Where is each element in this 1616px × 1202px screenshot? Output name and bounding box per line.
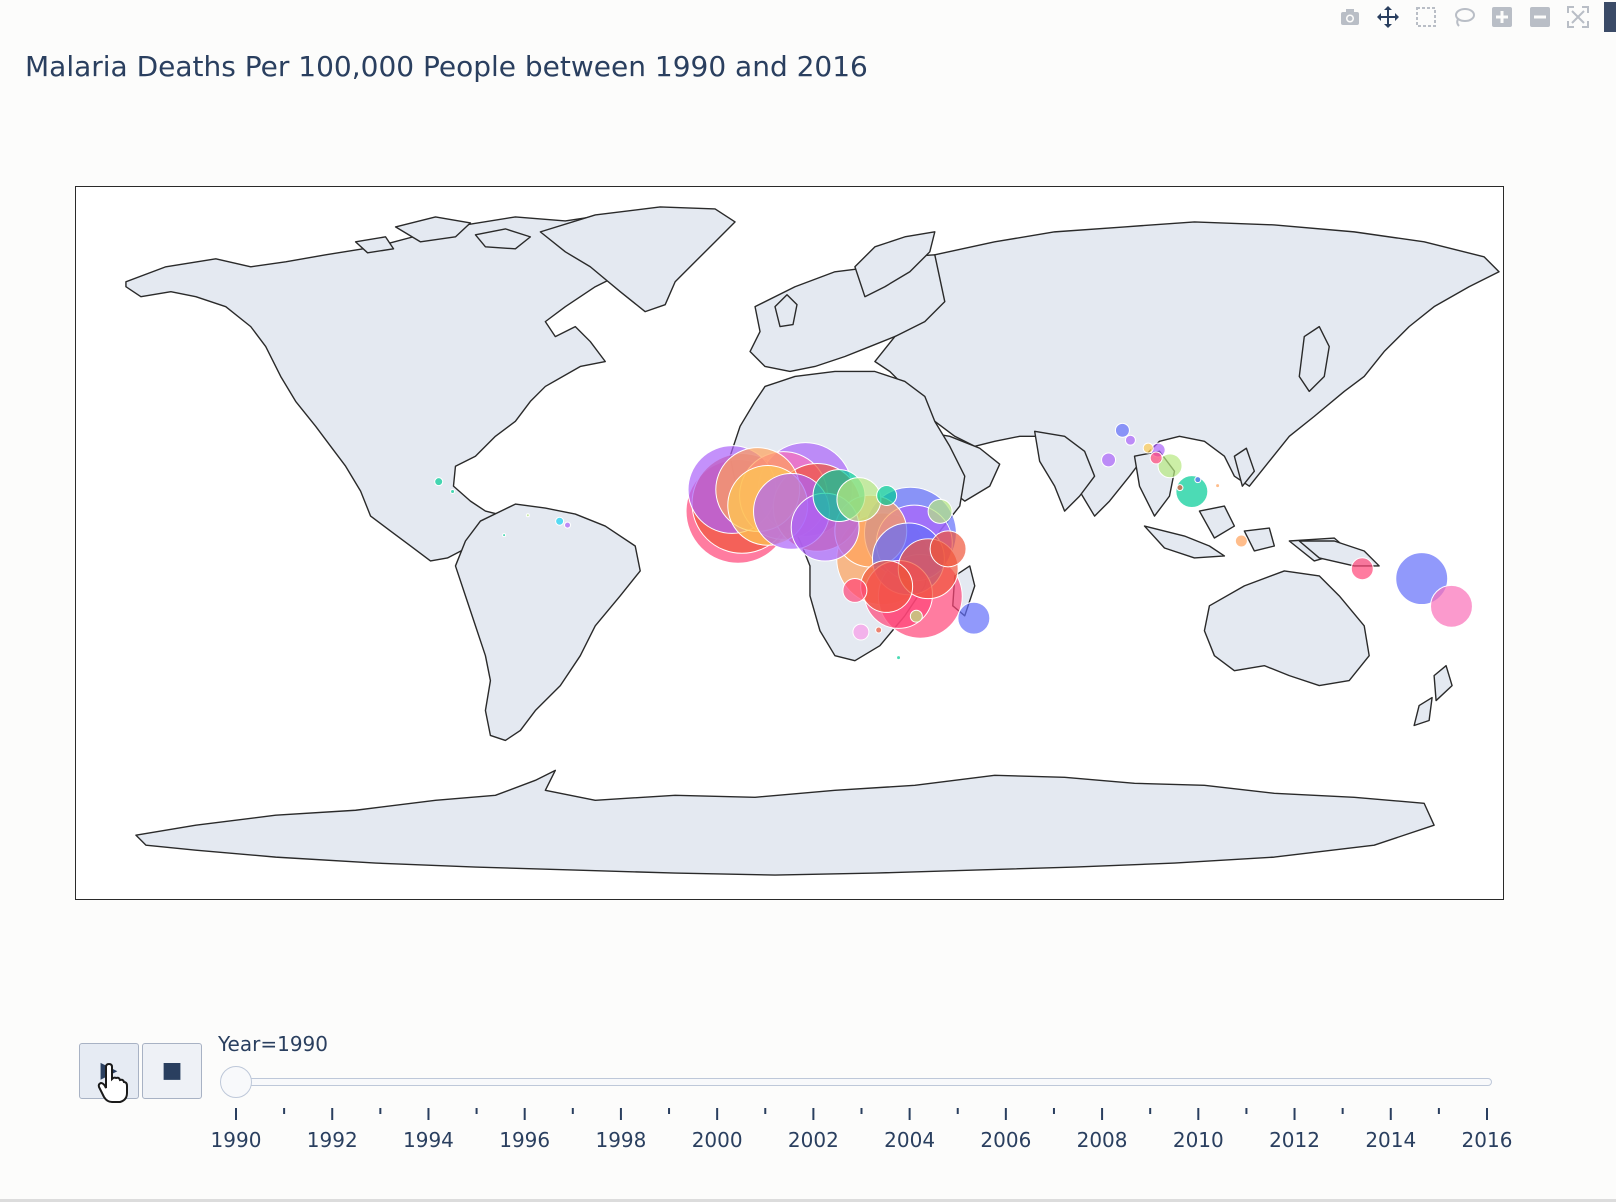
slider-tick-label: 1990 <box>211 1128 262 1152</box>
lasso-icon[interactable] <box>1452 5 1476 29</box>
bubble-marker[interactable] <box>1142 442 1154 454</box>
slider-tick-label: 2004 <box>884 1128 935 1152</box>
land-japan <box>1298 325 1330 393</box>
bubble-layer <box>434 422 1473 661</box>
bubble-marker[interactable] <box>909 609 923 623</box>
bubble-marker[interactable] <box>1149 451 1163 465</box>
camera-icon[interactable] <box>1338 5 1362 29</box>
slider-tick-label: 2016 <box>1462 1128 1513 1152</box>
bubble-marker[interactable] <box>1157 453 1183 479</box>
bubble-marker[interactable] <box>860 560 914 613</box>
bubble-marker[interactable] <box>564 521 572 529</box>
stop-icon: ■ <box>161 1058 183 1083</box>
land-layer <box>125 206 1500 876</box>
bubble-marker[interactable] <box>896 655 902 661</box>
bubble-marker[interactable] <box>957 601 991 635</box>
geo-map[interactable] <box>75 186 1504 900</box>
slider-tick-label: 1994 <box>403 1128 454 1152</box>
bubble-marker[interactable] <box>1395 552 1449 606</box>
land-india <box>1033 430 1096 512</box>
slider-tick-label: 1992 <box>307 1128 358 1152</box>
plotly-logo <box>1604 2 1616 32</box>
land-north-america <box>125 214 656 562</box>
bubble-marker[interactable] <box>1114 422 1130 438</box>
bubble-marker[interactable] <box>1124 434 1136 446</box>
bubble-marker[interactable] <box>876 485 898 507</box>
land-philippines <box>1233 447 1256 487</box>
bubble-marker[interactable] <box>929 530 967 568</box>
bubble-marker[interactable] <box>836 477 882 522</box>
zoom-out-icon[interactable] <box>1528 5 1552 29</box>
bubble-marker[interactable] <box>1101 452 1117 468</box>
slider-tick-label: 2000 <box>692 1128 743 1152</box>
map-canvas[interactable] <box>76 187 1503 899</box>
land-arctic-islands <box>354 216 532 254</box>
bubble-marker[interactable] <box>927 498 953 524</box>
bubble-marker[interactable] <box>852 623 870 641</box>
bubble-marker[interactable] <box>1350 557 1374 581</box>
zoom-in-icon[interactable] <box>1490 5 1514 29</box>
land-greenland <box>539 206 736 313</box>
bubble-marker[interactable] <box>1430 584 1473 628</box>
slider-track[interactable] <box>232 1078 1492 1086</box>
bubble-marker[interactable] <box>875 626 883 634</box>
hand-cursor-icon <box>97 1063 128 1103</box>
pan-icon[interactable] <box>1376 5 1400 29</box>
bubble-marker[interactable] <box>434 477 444 487</box>
slider-handle[interactable] <box>220 1066 252 1098</box>
bubble-marker[interactable] <box>842 578 868 603</box>
slider-tick-label: 2010 <box>1173 1128 1224 1152</box>
modebar <box>1338 2 1616 32</box>
page-divider <box>0 1199 1616 1202</box>
box-select-icon[interactable] <box>1414 5 1438 29</box>
land-new-zealand <box>1413 664 1453 727</box>
slider-tick-label: 2006 <box>980 1128 1031 1152</box>
slider-tick-label: 1996 <box>499 1128 550 1152</box>
land-south-america <box>454 503 641 742</box>
bubble-marker[interactable] <box>502 533 507 538</box>
bubble-marker[interactable] <box>1234 534 1248 548</box>
bubble-marker[interactable] <box>1215 483 1221 489</box>
bubble-marker[interactable] <box>555 516 565 526</box>
slider-tick-label: 1998 <box>595 1128 646 1152</box>
slider-tick-label: 2008 <box>1077 1128 1128 1152</box>
autoscale-icon[interactable] <box>1566 5 1590 29</box>
land-australia <box>1203 570 1370 687</box>
stop-button[interactable]: ■ <box>142 1043 202 1099</box>
bubble-marker[interactable] <box>1176 484 1184 492</box>
slider-tick-label: 2002 <box>788 1128 839 1152</box>
land-indonesia <box>1143 505 1350 562</box>
land-scandinavia <box>854 231 936 298</box>
slider-tick-label: 2014 <box>1365 1128 1416 1152</box>
bubble-marker[interactable] <box>450 489 456 495</box>
bubble-marker[interactable] <box>525 513 530 518</box>
bubble-marker[interactable] <box>1194 476 1202 484</box>
slider-tick-label: 2012 <box>1269 1128 1320 1152</box>
chart-title: Malaria Deaths Per 100,000 People betwee… <box>25 50 868 83</box>
bubble-marker[interactable] <box>1175 475 1209 508</box>
slider-current-value: Year=1990 <box>218 1032 328 1056</box>
land-uk <box>774 293 798 328</box>
land-antarctica <box>135 769 1435 876</box>
